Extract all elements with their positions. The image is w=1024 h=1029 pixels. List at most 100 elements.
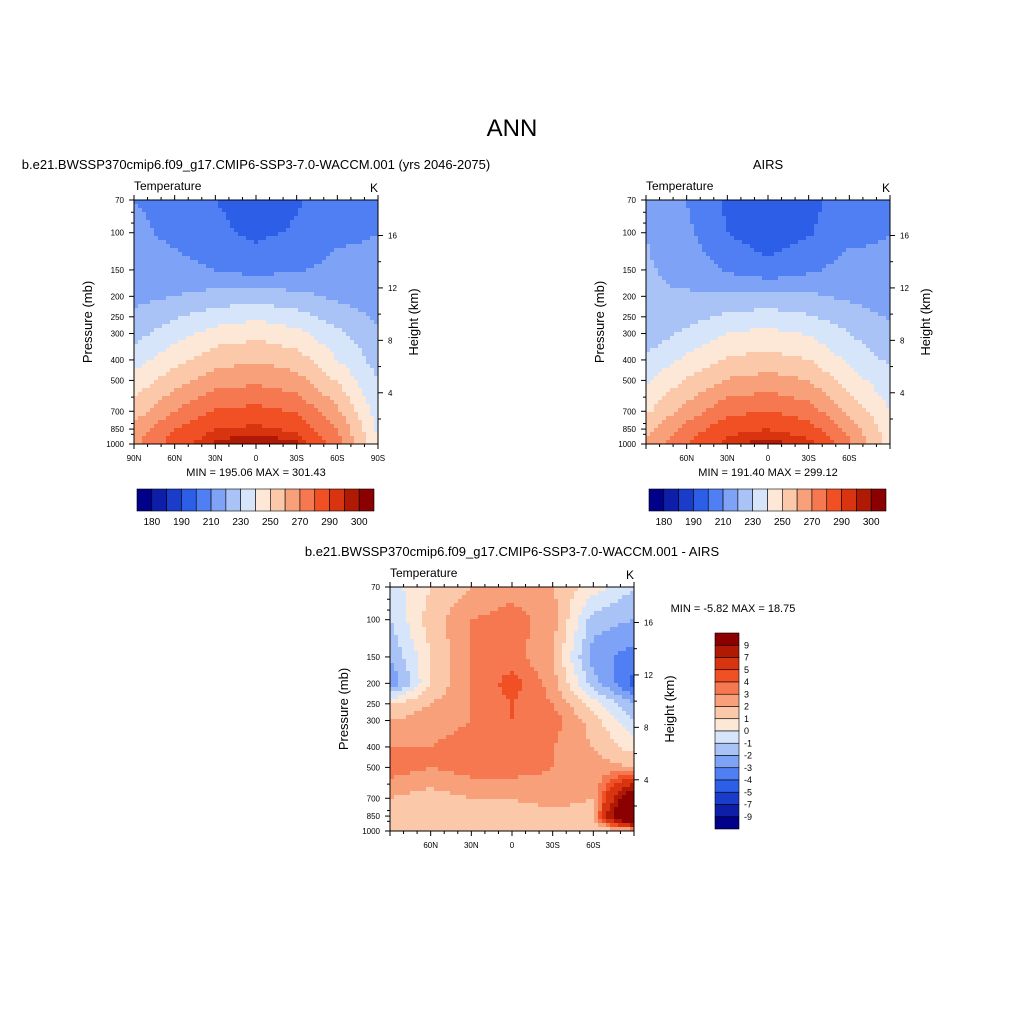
contour-cell [158,268,163,273]
contour-cell [202,408,207,413]
contour-cell [262,276,267,281]
contour-cell [770,260,775,265]
contour-cell [222,384,227,389]
contour-cell [250,356,255,361]
contour-cell [238,296,243,301]
contour-cell [878,268,883,273]
contour-cell [150,404,155,409]
contour-cell [282,244,287,249]
contour-cell [218,224,223,229]
contour-cell [146,204,151,209]
contour-cell [342,380,347,385]
contour-cell [166,276,171,281]
contour-cell [198,332,203,337]
contour-cell [282,236,287,241]
contour-cell [758,228,763,233]
contour-cell [834,212,839,217]
contour-cell [750,244,755,249]
contour-cell [314,200,319,205]
contour-cell [814,268,819,273]
contour-cell [286,236,291,241]
contour-cell [678,204,683,209]
contour-cell [758,248,763,253]
contour-cell [134,220,139,225]
contour-cell [302,280,307,285]
contour-cell [674,200,679,205]
contour-cell [266,316,271,321]
contour-cell [854,204,859,209]
contour-cell [786,236,791,241]
contour-cell [294,344,299,349]
contour-cell [158,260,163,265]
contour-cell [146,320,151,325]
contour-cell [286,208,291,213]
contour-cell [370,276,375,281]
contour-cell [798,244,803,249]
contour-cell [322,340,327,345]
contour-cell [266,344,271,349]
contour-cell [706,260,711,265]
contour-cell [830,248,835,253]
contour-cell [146,264,151,269]
contour-cell [146,300,151,305]
contour-cell [154,388,159,393]
contour-cell [214,348,219,353]
contour-cell [182,284,187,289]
contour-cell [878,228,883,233]
contour-cell [158,256,163,261]
contour-cell [322,360,327,365]
contour-cell [170,388,175,393]
contour-cell [218,248,223,253]
contour-cell [190,212,195,217]
contour-cell [322,224,327,229]
contour-cell [358,240,363,245]
contour-cell [290,372,295,377]
contour-cell [790,212,795,217]
contour-cell [278,324,283,329]
contour-cell [158,344,163,349]
contour-cell [286,372,291,377]
contour-cell [290,244,295,249]
contour-cell [210,292,215,297]
contour-cell [210,248,215,253]
contour-cell [706,232,711,237]
contour-cell [218,320,223,325]
contour-cell [826,268,831,273]
contour-cell [754,272,759,277]
contour-cell [282,432,287,437]
contour-cell [186,304,191,309]
contour-cell [290,248,295,253]
contour-cell [230,220,235,225]
contour-cell [250,328,255,333]
contour-cell [334,292,339,297]
contour-cell [310,408,315,413]
contour-cell [190,396,195,401]
contour-cell [298,284,303,289]
contour-cell [182,256,187,261]
contour-cell [218,268,223,273]
contour-cell [246,356,251,361]
contour-cell [186,228,191,233]
contour-cell [170,236,175,241]
contour-cell [854,236,859,241]
contour-cell [174,272,179,277]
contour-cell [214,352,219,357]
contour-cell [314,300,319,305]
contour-cell [222,416,227,421]
contour-cell [342,224,347,229]
contour-cell [318,432,323,437]
contour-cell [174,200,179,205]
contour-cell [366,408,371,413]
contour-cell [170,424,175,429]
contour-cell [246,296,251,301]
contour-cell [190,224,195,229]
contour-cell [194,344,199,349]
contour-cell [334,248,339,253]
contour-cell [314,320,319,325]
contour-cell [222,324,227,329]
contour-cell [858,240,863,245]
contour-cell [650,236,655,241]
contour-cell [214,320,219,325]
contour-cell [242,252,247,257]
contour-cell [134,416,139,421]
